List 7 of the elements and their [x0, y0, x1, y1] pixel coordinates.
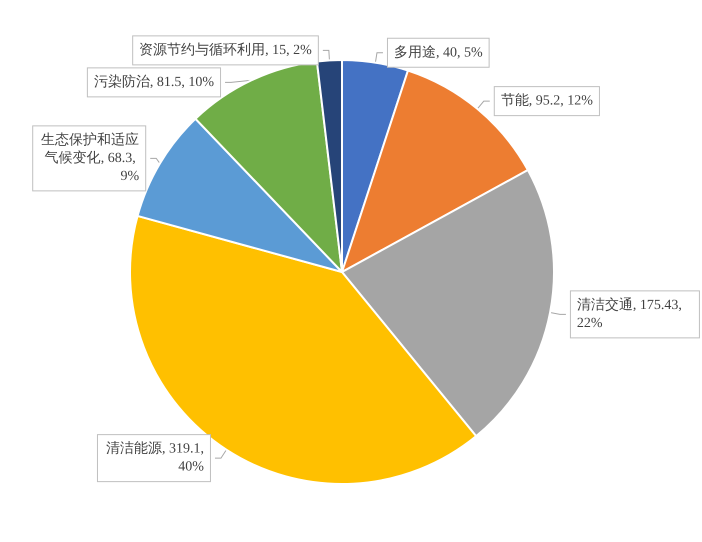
slice-label: 清洁交通, 175.43, 22%	[576, 296, 686, 331]
slice-label: 节能, 95.2, 12%	[500, 92, 594, 109]
slice-label: 清洁能源, 319.1, 40%	[106, 440, 204, 475]
slice-label: 生态保护和适应气候变化, 68.3, 9%	[41, 132, 140, 184]
slice-label: 污染防治, 81.5, 10%	[94, 74, 214, 90]
slice-label: 资源节约与循环利用, 15, 2%	[139, 42, 312, 58]
slice-label: 多用途, 40, 5%	[394, 44, 483, 60]
